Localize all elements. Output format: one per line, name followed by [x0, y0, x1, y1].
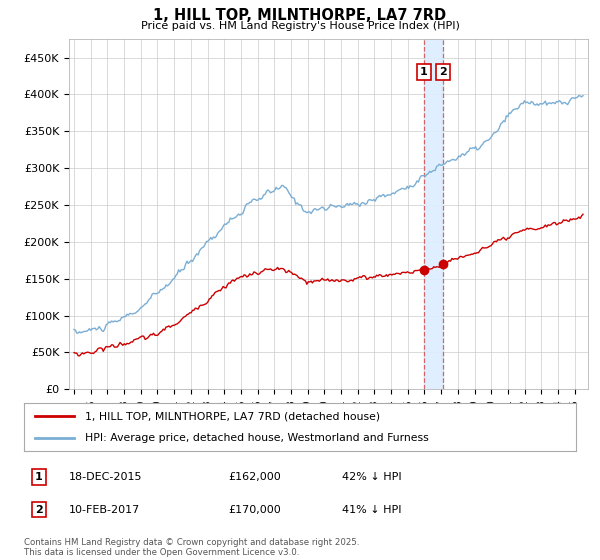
- Text: Price paid vs. HM Land Registry's House Price Index (HPI): Price paid vs. HM Land Registry's House …: [140, 21, 460, 31]
- Text: 1, HILL TOP, MILNTHORPE, LA7 7RD: 1, HILL TOP, MILNTHORPE, LA7 7RD: [154, 8, 446, 24]
- Text: 10-FEB-2017: 10-FEB-2017: [69, 505, 140, 515]
- Text: 18-DEC-2015: 18-DEC-2015: [69, 472, 143, 482]
- Text: 2: 2: [35, 505, 43, 515]
- Text: 42% ↓ HPI: 42% ↓ HPI: [342, 472, 401, 482]
- Text: 1, HILL TOP, MILNTHORPE, LA7 7RD (detached house): 1, HILL TOP, MILNTHORPE, LA7 7RD (detach…: [85, 411, 380, 421]
- Text: HPI: Average price, detached house, Westmorland and Furness: HPI: Average price, detached house, West…: [85, 433, 428, 443]
- Text: Contains HM Land Registry data © Crown copyright and database right 2025.
This d: Contains HM Land Registry data © Crown c…: [24, 538, 359, 557]
- Text: 2: 2: [439, 67, 447, 77]
- Text: £162,000: £162,000: [228, 472, 281, 482]
- Text: £170,000: £170,000: [228, 505, 281, 515]
- Bar: [424, 39, 443, 389]
- Text: 1: 1: [35, 472, 43, 482]
- Text: 1: 1: [420, 67, 428, 77]
- Text: 41% ↓ HPI: 41% ↓ HPI: [342, 505, 401, 515]
